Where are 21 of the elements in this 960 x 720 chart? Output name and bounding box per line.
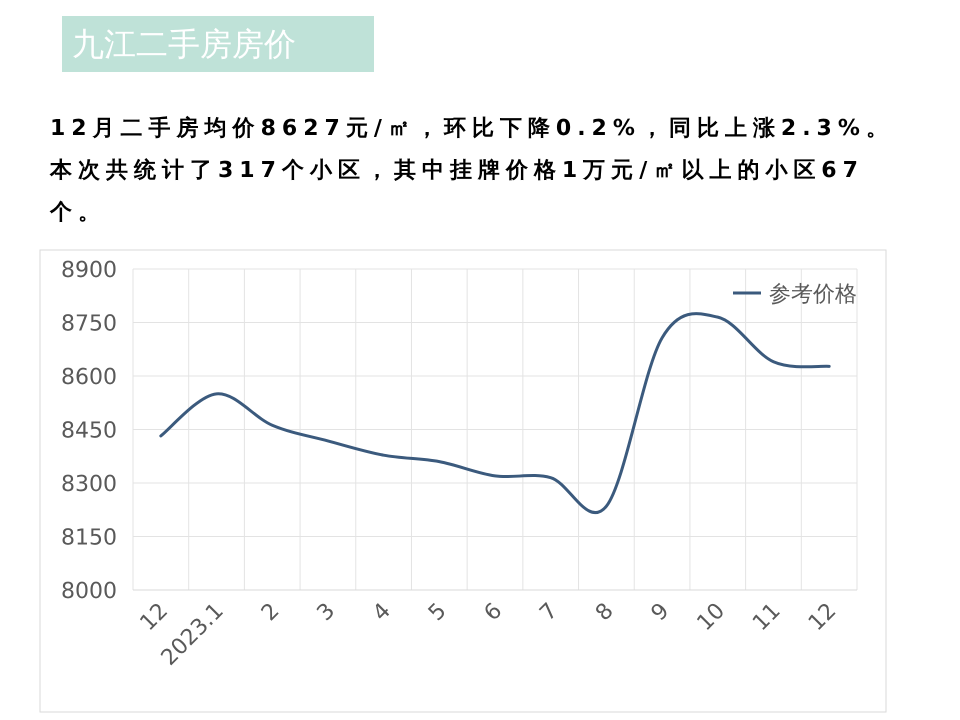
- y-tick-label: 8000: [61, 579, 117, 604]
- y-tick-label: 8150: [61, 526, 117, 550]
- legend-label: 参考价格: [769, 282, 857, 307]
- x-tick-label: 9: [646, 598, 674, 626]
- y-tick-label: 8750: [61, 312, 117, 336]
- x-tick-label: 12: [804, 598, 842, 636]
- y-tick-label: 8900: [61, 258, 117, 283]
- x-tick-label: 8: [591, 598, 619, 626]
- x-tick-label: 10: [692, 598, 730, 636]
- x-tick-label: 4: [368, 598, 396, 626]
- x-tick-label: 2: [256, 598, 284, 626]
- x-tick-label: 11: [748, 598, 786, 636]
- y-tick-label: 8600: [61, 365, 117, 390]
- x-tick-label: 7: [535, 598, 563, 626]
- x-tick-label: 6: [480, 598, 508, 626]
- x-tick-label: 3: [312, 598, 340, 626]
- chart-subtitle: 12月二手房均价8627元/㎡，环比下降0.2%，同比上涨2.3%。本次共统计了317个小区，其中挂牌价格1万元/㎡以上的小区67个。: [50, 114, 895, 227]
- y-tick-label: 8450: [61, 418, 117, 444]
- y-tick-label: 8300: [61, 472, 117, 497]
- chart-title: 九江二手房房价: [62, 16, 374, 72]
- x-tick-label: 5: [424, 598, 452, 626]
